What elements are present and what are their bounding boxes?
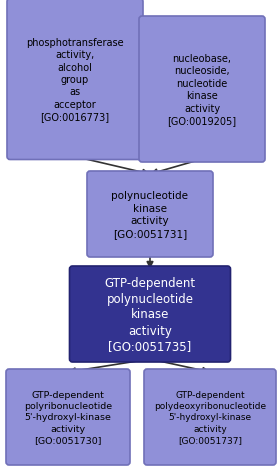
Text: phosphotransferase
activity,
alcohol
group
as
acceptor
[GO:0016773]: phosphotransferase activity, alcohol gro… (26, 38, 124, 122)
FancyBboxPatch shape (87, 172, 213, 258)
FancyBboxPatch shape (139, 17, 265, 163)
Text: GTP-dependent
polyribonucleotide
5'-hydroxyl-kinase
activity
[GO:0051730]: GTP-dependent polyribonucleotide 5'-hydr… (24, 390, 112, 444)
FancyBboxPatch shape (6, 369, 130, 465)
Text: polynucleotide
kinase
activity
[GO:0051731]: polynucleotide kinase activity [GO:00517… (111, 191, 188, 238)
Text: GTP-dependent
polynucleotide
kinase
activity
[GO:0051735]: GTP-dependent polynucleotide kinase acti… (104, 276, 195, 353)
FancyBboxPatch shape (7, 0, 143, 160)
Text: GTP-dependent
polydeoxyribonucleotide
5'-hydroxyl-kinase
activity
[GO:0051737]: GTP-dependent polydeoxyribonucleotide 5'… (154, 390, 266, 444)
Text: nucleobase,
nucleoside,
nucleotide
kinase
activity
[GO:0019205]: nucleobase, nucleoside, nucleotide kinas… (167, 54, 237, 126)
FancyBboxPatch shape (69, 267, 230, 362)
FancyBboxPatch shape (144, 369, 276, 465)
